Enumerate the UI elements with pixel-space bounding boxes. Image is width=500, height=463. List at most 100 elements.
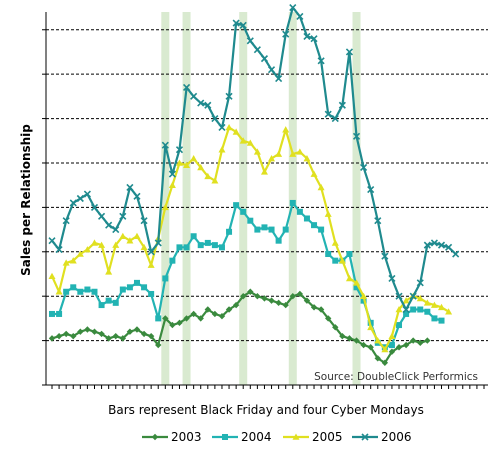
data-point-2006 [239, 21, 247, 29]
data-point-2004 [218, 244, 225, 251]
data-point-2003 [247, 288, 254, 295]
data-point-2005 [225, 123, 233, 131]
data-point-2005 [105, 268, 113, 275]
gridlines [46, 29, 488, 342]
data-point-2003 [98, 330, 105, 338]
data-point-2006 [310, 35, 318, 43]
data-point-2003 [346, 335, 353, 342]
data-point-2005 [62, 259, 70, 266]
data-point-2005 [218, 146, 226, 153]
x-marker-stroke [331, 115, 339, 123]
data-point-2003 [70, 332, 77, 340]
data-point-2005 [395, 306, 403, 313]
data-point-2006 [360, 163, 368, 171]
data-point-2004 [424, 308, 431, 315]
x-marker-stroke [402, 305, 410, 314]
data-point-2006 [430, 239, 438, 247]
data-point-2003 [77, 328, 84, 335]
x-marker-stroke [225, 92, 233, 100]
data-point-2006 [225, 92, 233, 100]
data-point-2005 [381, 345, 389, 353]
data-point-2005 [147, 261, 155, 268]
data-point-2006 [133, 192, 141, 200]
data-point-2004 [353, 284, 360, 291]
data-point-2004 [211, 242, 218, 249]
highlight-band-3 [239, 12, 248, 385]
x-marker-stroke [317, 57, 325, 65]
legend-item-2006: 2006 [352, 430, 412, 444]
axes [42, 12, 488, 389]
data-point-2003 [317, 306, 325, 313]
x-marker-stroke [345, 48, 354, 56]
data-point-2006 [83, 190, 91, 198]
data-point-2005 [239, 137, 247, 144]
data-point-2003 [388, 348, 396, 355]
data-point-2005 [353, 279, 361, 286]
data-point-2005 [282, 126, 290, 133]
data-point-2003 [155, 341, 162, 349]
data-point-2004 [190, 233, 197, 240]
data-point-2004 [254, 226, 261, 233]
data-point-2006 [260, 55, 269, 63]
data-point-2006 [253, 46, 261, 54]
data-point-2004 [289, 199, 296, 206]
data-point-2006 [161, 141, 169, 149]
data-point-2006 [381, 252, 389, 260]
data-point-2004 [325, 251, 332, 258]
data-point-2006 [374, 217, 382, 225]
legend: 2003 2004 2005 2006 [142, 430, 412, 444]
data-point-2006 [317, 57, 325, 65]
data-point-2005 [119, 232, 127, 240]
data-point-2003 [324, 315, 332, 322]
data-point-2003 [162, 315, 169, 322]
legend-marker [151, 433, 159, 441]
x-marker-stroke [303, 32, 311, 40]
data-point-2006 [168, 170, 176, 178]
data-point-2003 [112, 332, 119, 340]
data-point-2006 [423, 241, 431, 249]
x-marker-stroke [112, 226, 120, 234]
x-marker-stroke [197, 99, 205, 107]
data-point-2003 [140, 330, 148, 338]
x-marker-stroke [282, 30, 290, 38]
x-marker-stroke [161, 141, 169, 149]
data-point-2006 [182, 83, 191, 92]
legend-marker [361, 433, 369, 441]
x-marker-stroke [98, 212, 106, 220]
data-point-2004 [197, 242, 204, 249]
data-point-2003 [261, 295, 268, 302]
data-point-2006 [388, 274, 396, 282]
data-point-2003 [197, 315, 204, 322]
data-point-2003 [275, 299, 282, 307]
data-point-2005 [133, 232, 141, 240]
data-point-2003 [169, 321, 176, 329]
data-point-2003 [417, 339, 424, 347]
x-marker-stroke [175, 146, 184, 154]
data-point-2005 [211, 177, 219, 184]
data-point-2003 [367, 344, 374, 351]
legend-marker [222, 434, 228, 440]
legend-label-2004: 2004 [241, 430, 272, 444]
data-point-2004 [63, 288, 70, 295]
x-marker-stroke [361, 433, 369, 441]
x-marker-stroke [352, 132, 361, 140]
data-point-2004 [70, 284, 77, 291]
data-point-2005 [268, 155, 276, 162]
x-marker-stroke [105, 221, 113, 229]
data-point-2003 [402, 341, 410, 349]
data-point-2003 [339, 332, 346, 340]
highlight-bands [161, 12, 361, 385]
data-point-2005 [232, 128, 240, 135]
data-point-2004 [303, 215, 310, 222]
x-marker-stroke [168, 170, 176, 178]
data-point-2006 [324, 110, 332, 118]
data-point-2003 [282, 301, 289, 309]
data-point-2005 [360, 292, 368, 299]
data-point-2006 [90, 203, 99, 211]
data-point-2006 [402, 305, 410, 314]
data-point-2003 [353, 337, 360, 344]
data-point-2006 [55, 245, 63, 254]
data-point-2004 [282, 226, 289, 233]
data-point-2006 [437, 241, 446, 249]
data-point-2006 [282, 30, 290, 38]
